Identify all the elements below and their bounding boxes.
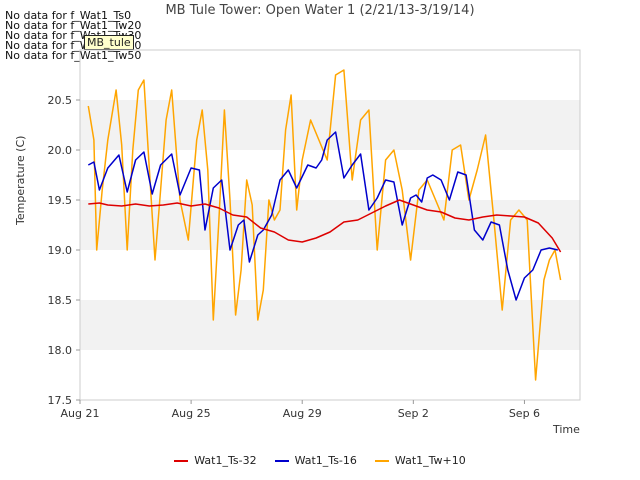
x-tick-label-0: Aug 21 (61, 407, 100, 420)
y-tick-label-2: 18.5 (48, 294, 73, 307)
legend-swatch-ts16 (274, 459, 289, 462)
x-tick-label-2: Aug 29 (283, 407, 322, 420)
plot-frame (79, 49, 581, 401)
series-line-wat1-tw-10 (87, 69, 562, 381)
legend: Wat1_Ts-32 Wat1_Ts-16 Wat1_Tw+10 (0, 454, 640, 467)
y-tick-label-0: 17.5 (48, 394, 73, 407)
grid-band-0 (80, 300, 580, 350)
legend-swatch-ts32 (174, 459, 189, 462)
legend-label-tw10: Wat1_Tw+10 (394, 454, 466, 467)
nodata-message-2: No data for f_Wat1_Tw20 (5, 19, 142, 32)
x-tick-label-3: Sep 2 (398, 407, 429, 420)
chart-title: MB Tule Tower: Open Water 1 (2/21/13-3/1… (165, 3, 475, 18)
series-line-wat1-ts-32 (88, 199, 562, 253)
legend-label-ts32: Wat1_Ts-32 (194, 454, 257, 467)
y-tick-label-3: 19.0 (48, 244, 73, 257)
legend-item-tw10[interactable]: Wat1_Tw+10 (374, 454, 466, 467)
x-tick-label-1: Aug 25 (172, 407, 211, 420)
nodata-message-1: No data for f_Wat1_Ts0 (5, 9, 132, 22)
y-tick-label-1: 18.0 (48, 344, 73, 357)
nodata-message-5: No data for f_Wat1_Tw50 (5, 49, 142, 62)
y-tick-label-4: 19.5 (48, 194, 73, 207)
grid-band-1 (80, 200, 580, 250)
legend-label-ts16: Wat1_Ts-16 (294, 454, 357, 467)
legend-swatch-tw10 (374, 459, 389, 462)
y-tick-label-6: 20.5 (48, 94, 73, 107)
legend-item-ts16[interactable]: Wat1_Ts-16 (274, 454, 357, 467)
y-tick-label-5: 20.0 (48, 144, 73, 157)
series-line-wat1-ts-16 (87, 131, 558, 301)
legend-item-ts32[interactable]: Wat1_Ts-32 (174, 454, 257, 467)
x-axis-label: Time (553, 423, 580, 436)
x-tick-label-4: Sep 6 (509, 407, 540, 420)
y-axis-label: Temperature (C) (14, 135, 27, 225)
